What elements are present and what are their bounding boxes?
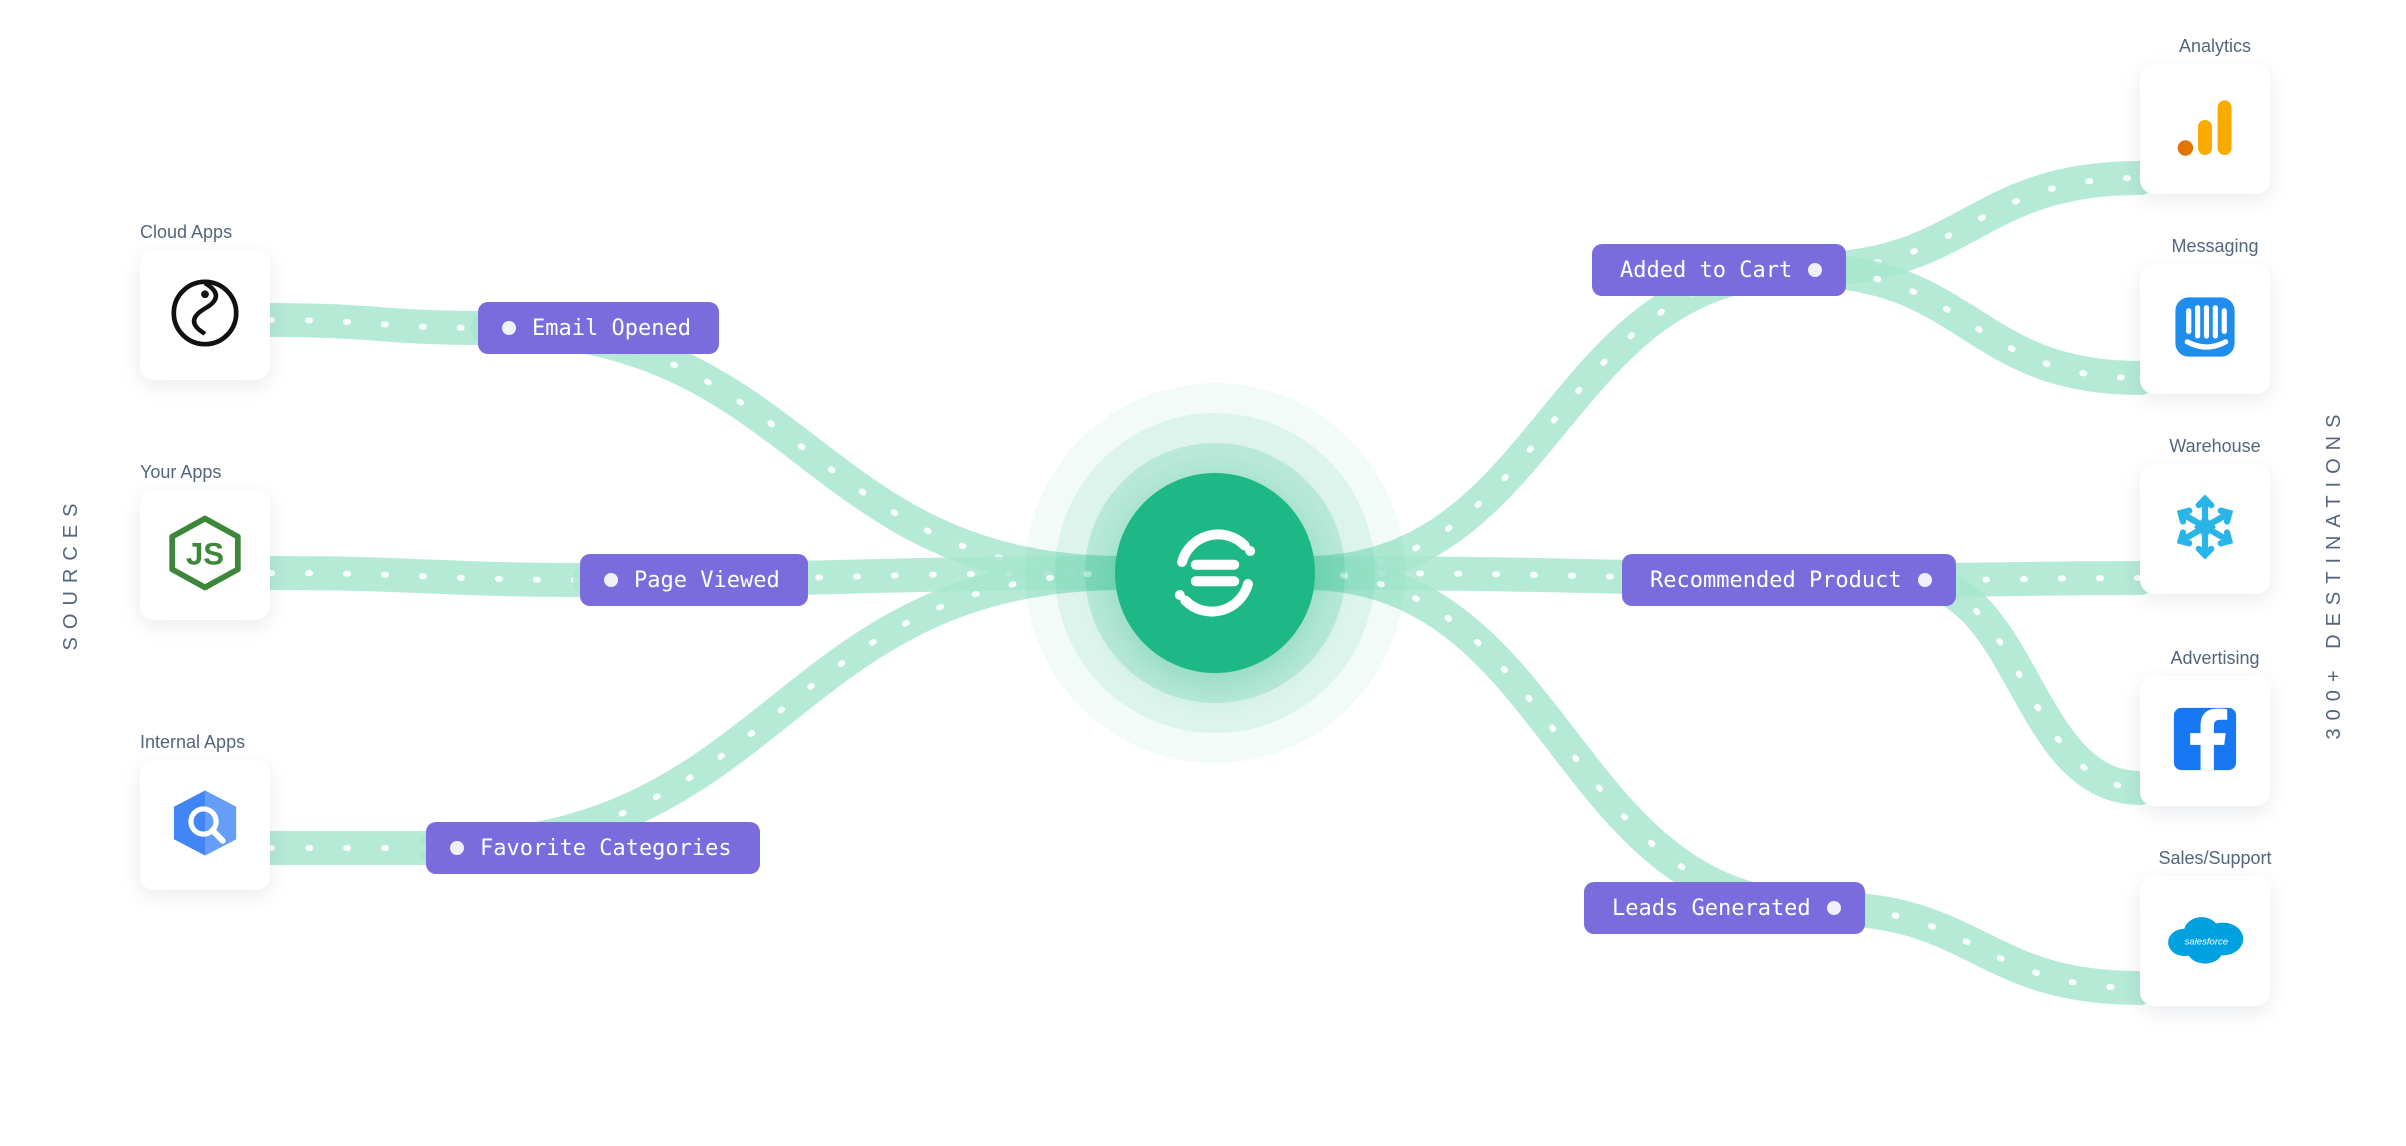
event-pill: Leads Generated — [1584, 882, 1865, 934]
pill-dot-icon — [1918, 573, 1932, 587]
svg-text:salesforce: salesforce — [2185, 936, 2229, 947]
bigquery-icon — [168, 786, 242, 865]
pill-dot-icon — [502, 321, 516, 335]
segment-icon — [1160, 518, 1270, 628]
source-card-bigquery — [140, 760, 270, 890]
destination-card-ga — [2140, 64, 2270, 194]
event-pill-label: Page Viewed — [634, 568, 780, 593]
intercom-icon — [2168, 290, 2242, 369]
diagram-canvas: SOURCES 300+ DESTINATIONS Cloud Apps Your… — [0, 0, 2406, 1146]
event-pill-label: Recommended Product — [1650, 568, 1902, 593]
nodejs-icon: JS — [164, 512, 246, 599]
salesforce-icon: salesforce — [2164, 911, 2246, 972]
event-pill-label: Favorite Categories — [480, 836, 732, 861]
event-pill: Email Opened — [478, 302, 719, 354]
event-pill-label: Leads Generated — [1612, 896, 1811, 921]
source-card-nodejs: JS — [140, 490, 270, 620]
destination-section-label: Warehouse — [2140, 436, 2290, 457]
pill-dot-icon — [1808, 263, 1822, 277]
destination-card-intercom — [2140, 264, 2270, 394]
pill-dot-icon — [1827, 901, 1841, 915]
event-pill-label: Added to Cart — [1620, 258, 1792, 283]
svg-text:JS: JS — [186, 536, 224, 571]
event-pill: Recommended Product — [1622, 554, 1956, 606]
event-pill: Page Viewed — [580, 554, 808, 606]
pill-dot-icon — [604, 573, 618, 587]
destination-section-label: Sales/Support — [2140, 848, 2290, 869]
destination-card-snowflake — [2140, 464, 2270, 594]
event-pill: Favorite Categories — [426, 822, 760, 874]
destination-section-label: Analytics — [2140, 36, 2290, 57]
ga-icon — [2170, 92, 2240, 167]
jb-icon — [166, 274, 244, 357]
destination-section-label: Advertising — [2140, 648, 2290, 669]
snowflake-icon — [2166, 488, 2244, 571]
event-pill-label: Email Opened — [532, 316, 691, 341]
source-card-jb — [140, 250, 270, 380]
event-pill: Added to Cart — [1592, 244, 1846, 296]
source-section-label: Cloud Apps — [140, 222, 232, 243]
destination-card-facebook — [2140, 676, 2270, 806]
hub-node — [1115, 473, 1315, 673]
source-section-label: Your Apps — [140, 462, 221, 483]
source-section-label: Internal Apps — [140, 732, 245, 753]
pill-dot-icon — [450, 841, 464, 855]
destination-section-label: Messaging — [2140, 236, 2290, 257]
destinations-label: 300+ DESTINATIONS — [2323, 407, 2346, 740]
sources-label: SOURCES — [60, 496, 83, 651]
facebook-icon — [2168, 702, 2242, 781]
destination-card-salesforce: salesforce — [2140, 876, 2270, 1006]
